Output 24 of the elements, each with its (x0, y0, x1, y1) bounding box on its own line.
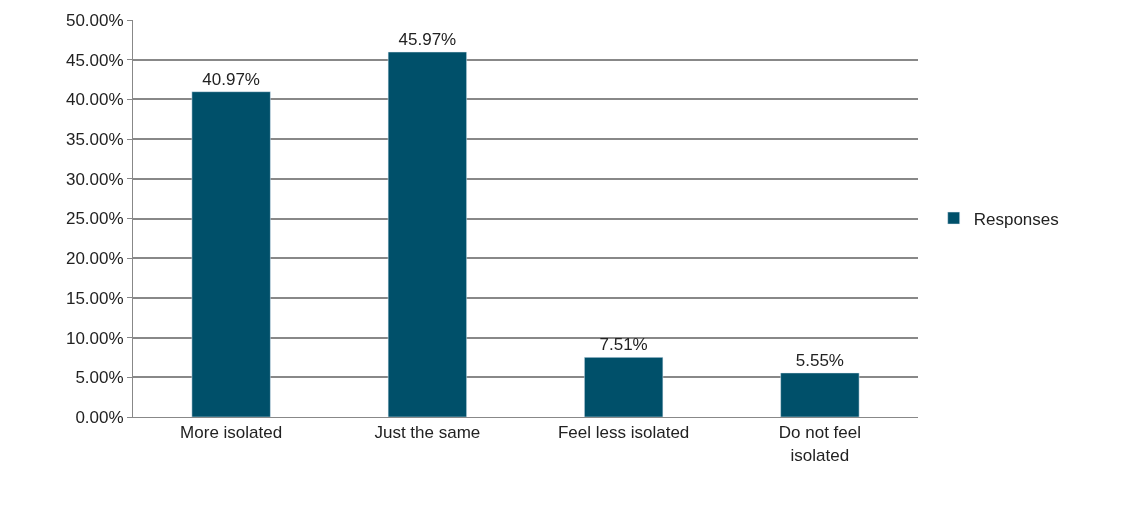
data-label: 40.97% (202, 69, 260, 89)
y-tick-label: 50.00% (65, 10, 124, 30)
bar (387, 51, 467, 417)
bar (780, 372, 860, 417)
y-tick-label: 40.00% (65, 90, 124, 110)
bar (584, 357, 664, 417)
y-tick-label: 5.00% (75, 368, 124, 388)
y-tick-label: 45.00% (65, 50, 124, 70)
x-tick-label: Just the same (374, 423, 481, 443)
y-tick-label: 15.00% (65, 288, 124, 308)
data-label: 5.55% (795, 350, 844, 370)
x-tick-label: Do not feel isolated (778, 423, 861, 465)
y-tick-label: 0.00% (75, 407, 124, 427)
y-tick-label: 20.00% (65, 249, 124, 269)
bar (191, 91, 271, 417)
y-tick-label: 30.00% (65, 169, 124, 189)
x-tick-label: Feel less isolated (557, 423, 690, 443)
x-tick-label: More isolated (180, 423, 283, 443)
y-tick-label: 25.00% (65, 209, 124, 229)
y-tick-label: 35.00% (65, 130, 124, 150)
data-label: 7.51% (599, 335, 648, 355)
data-label: 45.97% (398, 30, 457, 49)
y-tick-label: 10.00% (65, 328, 124, 348)
legend-label: Responses (973, 209, 1059, 229)
